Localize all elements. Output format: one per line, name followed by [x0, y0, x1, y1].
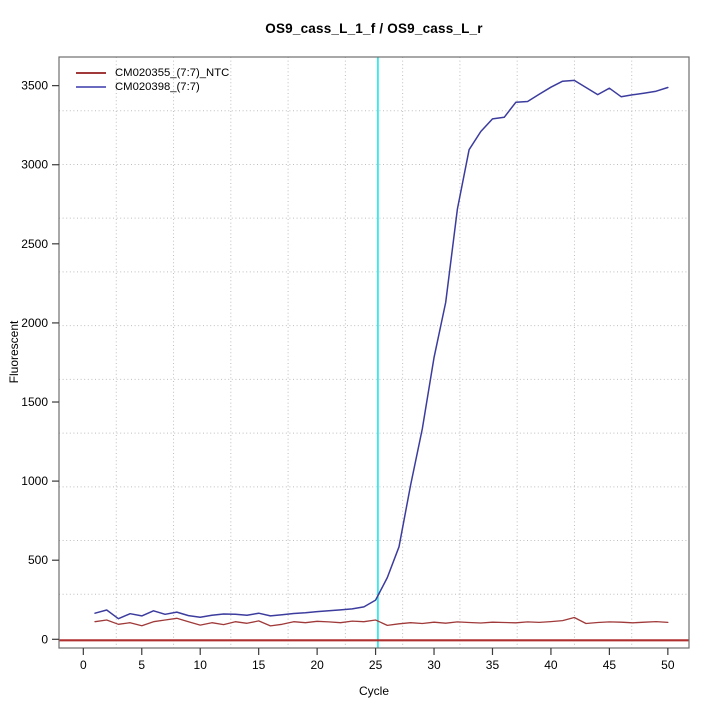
- x-tick-label: 30: [427, 658, 441, 672]
- y-tick-label: 1500: [21, 395, 48, 409]
- x-tick-label: 45: [603, 658, 617, 672]
- series-line-1: [94, 79, 669, 620]
- y-tick-label: 2000: [21, 316, 48, 330]
- legend-item-ntc: CM020355_(7:7)_NTC: [76, 66, 229, 80]
- x-tick-label: 40: [544, 658, 558, 672]
- y-tick-label: 2500: [21, 237, 48, 251]
- legend-label-ntc: CM020355_(7:7)_NTC: [115, 67, 230, 79]
- plot-box: [58, 56, 690, 649]
- x-tick-label: 10: [194, 658, 208, 672]
- y-tick-label: 1000: [21, 474, 48, 488]
- series-line-0: [94, 616, 669, 627]
- legend: CM020355_(7:7)_NTC CM020398_(7:7): [76, 66, 229, 94]
- legend-line-swatch-ntc: [76, 72, 106, 74]
- legend-label-sample: CM020398_(7:7): [115, 81, 200, 93]
- x-tick-label: 20: [310, 658, 324, 672]
- x-tick-label: 0: [80, 658, 87, 672]
- x-tick-label: 5: [138, 658, 145, 672]
- legend-line-swatch-sample: [76, 86, 106, 88]
- chart-title: OS9_cass_L_1_f / OS9_cass_L_r: [265, 21, 483, 36]
- x-tick-label: 35: [486, 658, 500, 672]
- x-tick-label: 50: [661, 658, 675, 672]
- legend-item-sample: CM020398_(7:7): [76, 80, 229, 94]
- x-tick-label: 25: [369, 658, 383, 672]
- y-tick-label: 500: [28, 553, 48, 567]
- x-tick-label: 15: [252, 658, 266, 672]
- y-tick-label: 0: [41, 632, 48, 646]
- y-tick-label: 3500: [21, 79, 48, 93]
- x-axis-title: Cycle: [358, 684, 389, 698]
- y-tick-label: 3000: [21, 158, 48, 172]
